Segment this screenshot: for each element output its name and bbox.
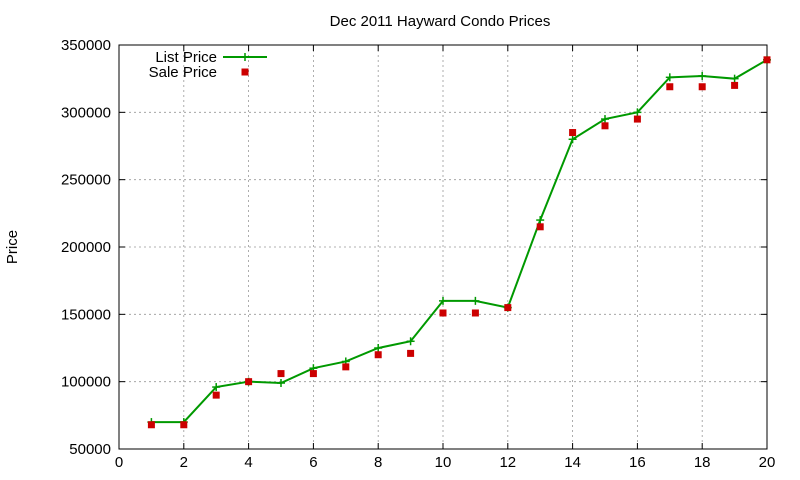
data-point-list-price <box>665 73 674 82</box>
data-point-list-price <box>568 135 577 144</box>
data-point-sale-price <box>471 309 479 317</box>
legend-label-sale-price: Sale Price <box>149 64 217 81</box>
x-tick-label: 16 <box>629 454 646 471</box>
y-tick-label: 50000 <box>69 441 111 458</box>
data-point-sale-price <box>309 370 317 378</box>
data-point-list-price <box>633 108 642 117</box>
data-point-sale-price <box>569 129 577 137</box>
data-point-sale-price <box>245 378 253 386</box>
legend: List Price Sale Price <box>149 49 267 81</box>
data-point-sale-price <box>374 351 382 359</box>
data-point-list-price <box>406 337 415 346</box>
tick-labels: 0 2 4 6 8 10 12 14 16 18 20 50000 100000 150000 200000… <box>61 37 775 471</box>
x-tick-label: 6 <box>309 454 317 471</box>
data-point-list-price <box>730 74 739 83</box>
data-point-sale-price <box>439 309 447 317</box>
x-tick-label: 20 <box>759 454 776 471</box>
data-point-sale-price <box>536 223 544 231</box>
x-tick-label: 2 <box>180 454 188 471</box>
y-tick-label: 100000 <box>61 374 111 391</box>
data-point-list-price <box>277 379 285 388</box>
x-tick-label: 14 <box>564 454 581 471</box>
y-tick-label: 250000 <box>61 172 111 189</box>
data-point-sale-price <box>731 81 739 89</box>
data-point-list-price <box>471 296 480 305</box>
data-point-list-price <box>601 115 609 124</box>
data-point-list-price <box>536 216 545 225</box>
y-tick-label: 200000 <box>61 239 111 256</box>
data-point-sale-price <box>212 391 220 399</box>
data-point-sale-price <box>633 115 641 123</box>
series-line-list-price <box>151 58 768 424</box>
data-point-sale-price <box>147 421 155 429</box>
axes <box>118 44 768 450</box>
data-point-sale-price <box>277 370 285 378</box>
data-point-sale-price <box>763 56 771 64</box>
data-point-sale-price <box>407 349 415 357</box>
chart-title: Dec 2011 Hayward Condo Prices <box>330 13 551 30</box>
x-tick-label: 4 <box>244 454 252 471</box>
legend-label-list-price: List Price <box>155 49 217 66</box>
legend-sample-sale-price <box>241 68 249 76</box>
x-tick-label: 18 <box>694 454 711 471</box>
x-tick-label: 8 <box>374 454 382 471</box>
data-point-sale-price <box>666 83 674 91</box>
data-point-sale-price <box>342 363 350 371</box>
legend-sample-list-price <box>223 53 267 61</box>
data-point-list-price <box>698 71 707 80</box>
data-point-sale-price <box>180 421 188 429</box>
x-tick-label: 12 <box>499 454 516 471</box>
data-point-sale-price <box>504 304 512 312</box>
series <box>147 55 771 429</box>
data-point-list-price <box>439 296 447 305</box>
y-tick-label: 300000 <box>61 104 111 121</box>
y-tick-label: 150000 <box>61 306 111 323</box>
y-tick-label: 350000 <box>61 37 111 54</box>
data-point-sale-price <box>601 122 609 130</box>
x-tick-label: 10 <box>435 454 452 471</box>
data-point-list-price <box>212 383 221 392</box>
x-tick-label: 0 <box>115 454 123 471</box>
data-point-list-price <box>374 344 383 352</box>
data-point-sale-price <box>698 83 706 91</box>
y-axis-label: Price <box>4 230 21 264</box>
